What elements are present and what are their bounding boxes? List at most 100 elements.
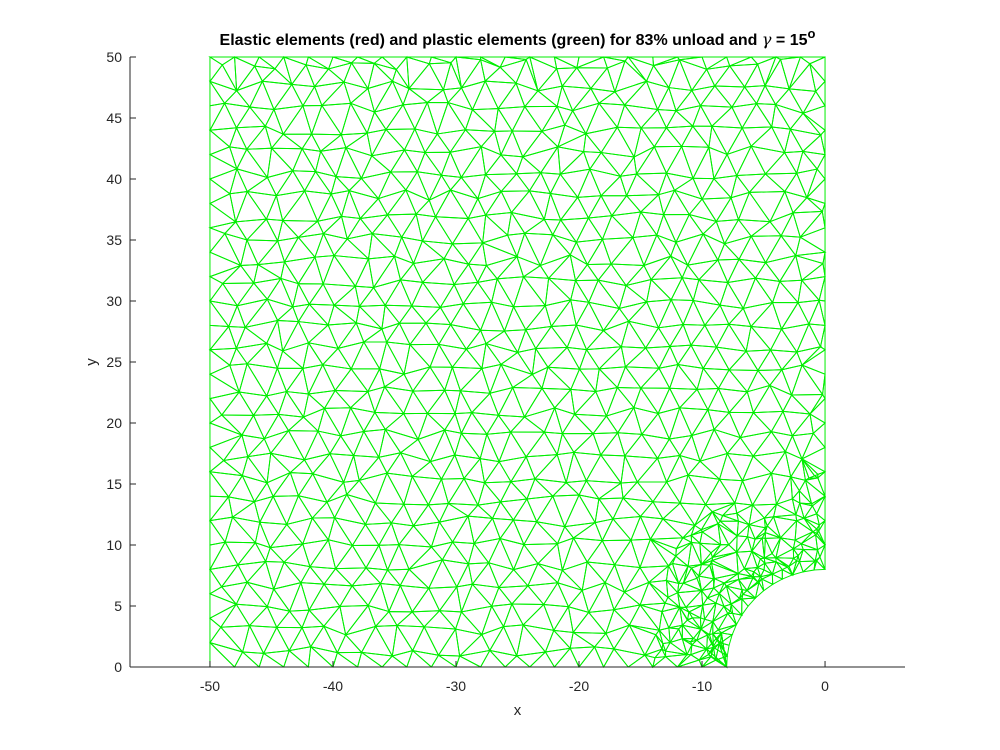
mesh-element: [411, 475, 443, 506]
mesh-element: [307, 324, 339, 350]
mesh-element: [411, 625, 440, 656]
mesh-element: [599, 175, 628, 197]
mesh-element: [287, 416, 320, 432]
mesh-element: [272, 495, 300, 526]
mesh-element: [756, 369, 783, 387]
mesh-element: [496, 255, 525, 280]
mesh-element: [569, 646, 596, 668]
mesh-element: [755, 103, 777, 129]
mesh-element: [301, 148, 322, 173]
mesh-element: [711, 559, 739, 575]
mesh-element: [674, 541, 693, 568]
mesh-element: [499, 351, 534, 376]
mesh-element: [737, 572, 752, 581]
mesh-element: [333, 389, 370, 409]
mesh-element: [228, 146, 248, 171]
mesh-element: [771, 302, 799, 331]
mesh-element: [399, 279, 424, 308]
mesh-element: [690, 344, 718, 370]
mesh-element: [209, 446, 225, 473]
mesh-element: [327, 56, 354, 70]
mesh-element: [707, 409, 731, 431]
mesh-element: [594, 386, 619, 418]
mesh-element: [484, 211, 513, 237]
mesh-element: [515, 155, 543, 175]
mesh-element: [354, 285, 375, 308]
mesh-element: [516, 231, 542, 267]
mesh-element: [535, 495, 566, 528]
mesh-element: [610, 211, 642, 239]
mesh-element: [276, 319, 300, 353]
mesh-element: [379, 340, 406, 375]
mesh-element: [447, 477, 479, 506]
mesh-element: [640, 127, 668, 148]
mesh-element: [209, 422, 244, 449]
mesh-element: [522, 543, 559, 565]
mesh-element: [633, 386, 660, 415]
mesh-element: [412, 521, 441, 548]
mesh-element: [241, 651, 265, 668]
mesh-element: [727, 307, 752, 328]
mesh-element: [701, 232, 726, 262]
mesh-element: [750, 145, 786, 175]
mesh-element: [302, 539, 330, 568]
mesh-element: [500, 190, 531, 214]
mesh-element: [619, 173, 638, 198]
mesh-element: [652, 501, 682, 520]
mesh-element: [358, 304, 386, 330]
mesh-element: [498, 430, 527, 463]
title-suffix: = 15: [775, 32, 808, 49]
mesh-element: [535, 520, 566, 545]
mesh-element: [499, 154, 524, 175]
mesh-element: [725, 578, 743, 591]
mesh-element: [350, 56, 375, 64]
mesh-element: [544, 299, 572, 328]
mesh-element: [673, 189, 703, 216]
mesh-element: [451, 366, 484, 392]
mesh-element: [770, 410, 794, 437]
mesh-element: [571, 102, 600, 135]
mesh-element: [606, 60, 626, 94]
mesh-element: [742, 301, 774, 328]
mesh-element: [302, 364, 324, 396]
mesh-element: [290, 83, 316, 107]
y-tick-label: 20: [106, 415, 122, 431]
mesh-element: [645, 64, 671, 89]
mesh-element: [429, 366, 454, 392]
mesh-element: [695, 634, 709, 651]
mesh-element: [266, 588, 291, 612]
mesh-element: [460, 605, 493, 636]
y-tick-label: 40: [106, 171, 122, 187]
mesh-element: [533, 478, 568, 497]
mesh-element: [497, 106, 526, 132]
mesh-element: [757, 348, 783, 371]
mesh-element: [612, 497, 642, 520]
mesh-element: [572, 537, 604, 563]
mesh-element: [651, 656, 668, 669]
mesh-element: [571, 87, 600, 112]
mesh-element: [497, 386, 526, 418]
mesh-element: [778, 537, 796, 550]
mesh-element: [484, 80, 517, 110]
mesh-element: [471, 79, 499, 111]
mesh-element: [759, 573, 773, 580]
mesh-element: [601, 518, 633, 542]
mesh-element: [676, 589, 703, 609]
mesh-element: [692, 145, 715, 180]
mesh-element: [795, 254, 825, 282]
mesh-element: [321, 347, 353, 370]
mesh-element: [415, 213, 437, 243]
mesh-element: [527, 562, 559, 587]
mesh-element: [713, 85, 746, 108]
mesh-element: [266, 605, 291, 629]
mesh-element: [275, 626, 303, 652]
mesh-element: [737, 219, 772, 237]
mesh-element: [690, 567, 700, 580]
mesh-element: [390, 503, 415, 527]
mesh-element: [780, 351, 803, 371]
mesh-element: [582, 151, 603, 171]
mesh-element: [472, 517, 501, 545]
mesh-element: [578, 348, 601, 370]
mesh-element: [523, 407, 556, 433]
mesh-element: [605, 386, 635, 417]
